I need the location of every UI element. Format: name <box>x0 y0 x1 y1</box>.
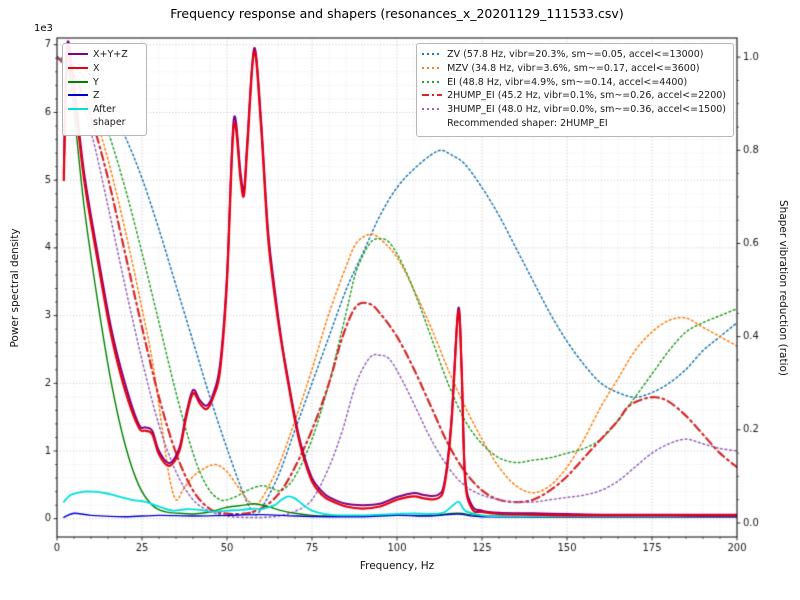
y-axis-label-right: Shaper vibration reduction (ratio) <box>777 199 789 377</box>
legend-line-sample-mzv <box>422 66 443 69</box>
legend-line-sample-z <box>68 94 88 97</box>
legend-shapers: ZV (57.8 Hz, vibr=20.3%, sm~=0.05, accel… <box>416 43 734 137</box>
legend-psd: X+Y+Z X Y Z After shaper <box>62 43 147 136</box>
y-axis-offset-text: 1e3 <box>34 23 53 34</box>
legend-line-sample-x <box>68 66 88 69</box>
legend-label-recommended-note: Recommended shaper: 2HUMP_EI <box>447 118 608 130</box>
legend-item: After shaper <box>68 104 139 130</box>
legend-line-sample-x-y-z <box>68 53 88 55</box>
legend-item: X+Y+Z <box>68 49 139 62</box>
legend-line-sample-y <box>68 80 88 83</box>
legend-item: 2HUMP_EI (45.2 Hz, vibr=0.1%, sm~=0.26, … <box>422 90 726 103</box>
legend-label-x: X <box>93 62 100 74</box>
legend-label-2hump_ei: 2HUMP_EI (45.2 Hz, vibr=0.1%, sm~=0.26, … <box>447 90 726 102</box>
y-axis-label-left: Power spectral density <box>9 228 21 348</box>
legend-label-x-y-z: X+Y+Z <box>93 49 128 60</box>
legend-label-y: Y <box>93 76 99 88</box>
legend-line-sample-after-shaper <box>68 108 88 111</box>
legend-item: EI (48.8 Hz, vibr=4.9%, sm~=0.14, accel<… <box>422 77 726 90</box>
legend-line-sample-zv <box>422 53 443 55</box>
legend-line-sample-ei <box>422 80 443 83</box>
legend-label-ei: EI (48.8 Hz, vibr=4.9%, sm~=0.14, accel<… <box>447 76 688 88</box>
chart-title: Frequency response and shapers (resonanc… <box>170 6 624 21</box>
legend-item: Recommended shaper: 2HUMP_EI <box>422 118 726 131</box>
legend-item: Y <box>68 77 139 90</box>
legend-item: ZV (57.8 Hz, vibr=20.3%, sm~=0.05, accel… <box>422 49 726 62</box>
legend-line-sample-2hump_ei <box>422 94 443 97</box>
x-axis-label: Frequency, Hz <box>359 560 435 572</box>
legend-label-mzv: MZV (34.8 Hz, vibr=3.6%, sm~=0.17, accel… <box>447 62 700 74</box>
legend-line-sample-3hump_ei <box>422 108 443 111</box>
legend-line-sample-recommended-note <box>422 122 442 124</box>
legend-item: Z <box>68 90 139 103</box>
legend-label-zv: ZV (57.8 Hz, vibr=20.3%, sm~=0.05, accel… <box>447 49 704 60</box>
legend-label-z: Z <box>93 90 100 102</box>
legend-item: MZV (34.8 Hz, vibr=3.6%, sm~=0.17, accel… <box>422 63 726 76</box>
legend-item: X <box>68 63 139 76</box>
legend-item: 3HUMP_EI (48.0 Hz, vibr=0.0%, sm~=0.36, … <box>422 104 726 117</box>
legend-label-3hump_ei: 3HUMP_EI (48.0 Hz, vibr=0.0%, sm~=0.36, … <box>447 104 726 116</box>
legend-label-after-shaper: After shaper <box>93 104 126 129</box>
